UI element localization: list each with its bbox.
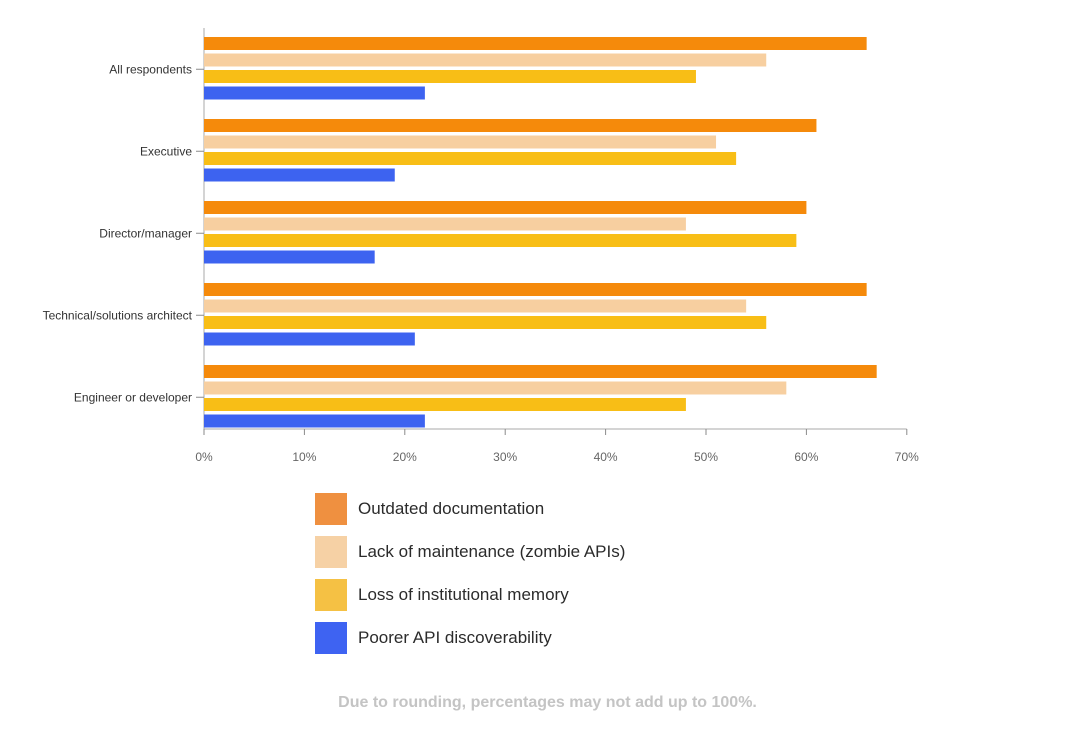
legend-swatch bbox=[315, 536, 347, 568]
bar-chart: All respondents Executive Director/manager… bbox=[43, 28, 919, 464]
y-tick-label: Executive bbox=[140, 144, 192, 158]
bar bbox=[204, 152, 737, 165]
bar bbox=[204, 53, 767, 67]
bar bbox=[204, 381, 787, 395]
bar bbox=[204, 217, 686, 231]
bar bbox=[204, 398, 686, 411]
bar bbox=[204, 135, 717, 149]
bar bbox=[204, 299, 747, 313]
bar bbox=[204, 86, 425, 100]
x-tick-label: 20% bbox=[393, 450, 417, 464]
legend-item: Poorer API discoverability bbox=[315, 622, 625, 654]
bar bbox=[204, 316, 767, 329]
legend-item: Loss of institutional memory bbox=[315, 579, 625, 611]
bar bbox=[204, 234, 797, 247]
x-tick-label: 0% bbox=[195, 450, 213, 464]
bar bbox=[204, 250, 375, 264]
y-tick-label: Technical/solutions architect bbox=[43, 308, 193, 322]
legend-swatch bbox=[315, 579, 347, 611]
legend-label: Outdated documentation bbox=[358, 499, 545, 518]
legend-label: Poorer API discoverability bbox=[358, 628, 552, 647]
legend-label: Loss of institutional memory bbox=[358, 585, 569, 604]
bar bbox=[204, 70, 696, 83]
bar bbox=[204, 119, 817, 132]
x-tick-label: 70% bbox=[895, 450, 919, 464]
bar bbox=[204, 283, 867, 296]
legend-swatch bbox=[315, 493, 347, 525]
y-tick-label: Director/manager bbox=[99, 226, 192, 240]
legend: Outdated documentation Lack of maintenan… bbox=[315, 493, 625, 665]
y-tick-label: Engineer or developer bbox=[74, 390, 192, 404]
bar bbox=[204, 168, 395, 182]
bar bbox=[204, 332, 415, 346]
legend-label: Lack of maintenance (zombie APIs) bbox=[358, 542, 626, 561]
legend-item: Lack of maintenance (zombie APIs) bbox=[315, 536, 625, 568]
x-tick-label: 50% bbox=[694, 450, 718, 464]
bar bbox=[204, 365, 877, 378]
bar bbox=[204, 37, 867, 50]
legend-item: Outdated documentation bbox=[315, 493, 625, 525]
bar bbox=[204, 414, 425, 428]
footnote: Due to rounding, percentages may not add… bbox=[338, 694, 757, 711]
x-tick-label: 40% bbox=[594, 450, 618, 464]
legend-swatch bbox=[315, 622, 347, 654]
x-tick-label: 10% bbox=[292, 450, 316, 464]
bar bbox=[204, 201, 807, 214]
x-tick-label: 60% bbox=[794, 450, 818, 464]
y-tick-label: All respondents bbox=[109, 62, 192, 76]
x-tick-label: 30% bbox=[493, 450, 517, 464]
